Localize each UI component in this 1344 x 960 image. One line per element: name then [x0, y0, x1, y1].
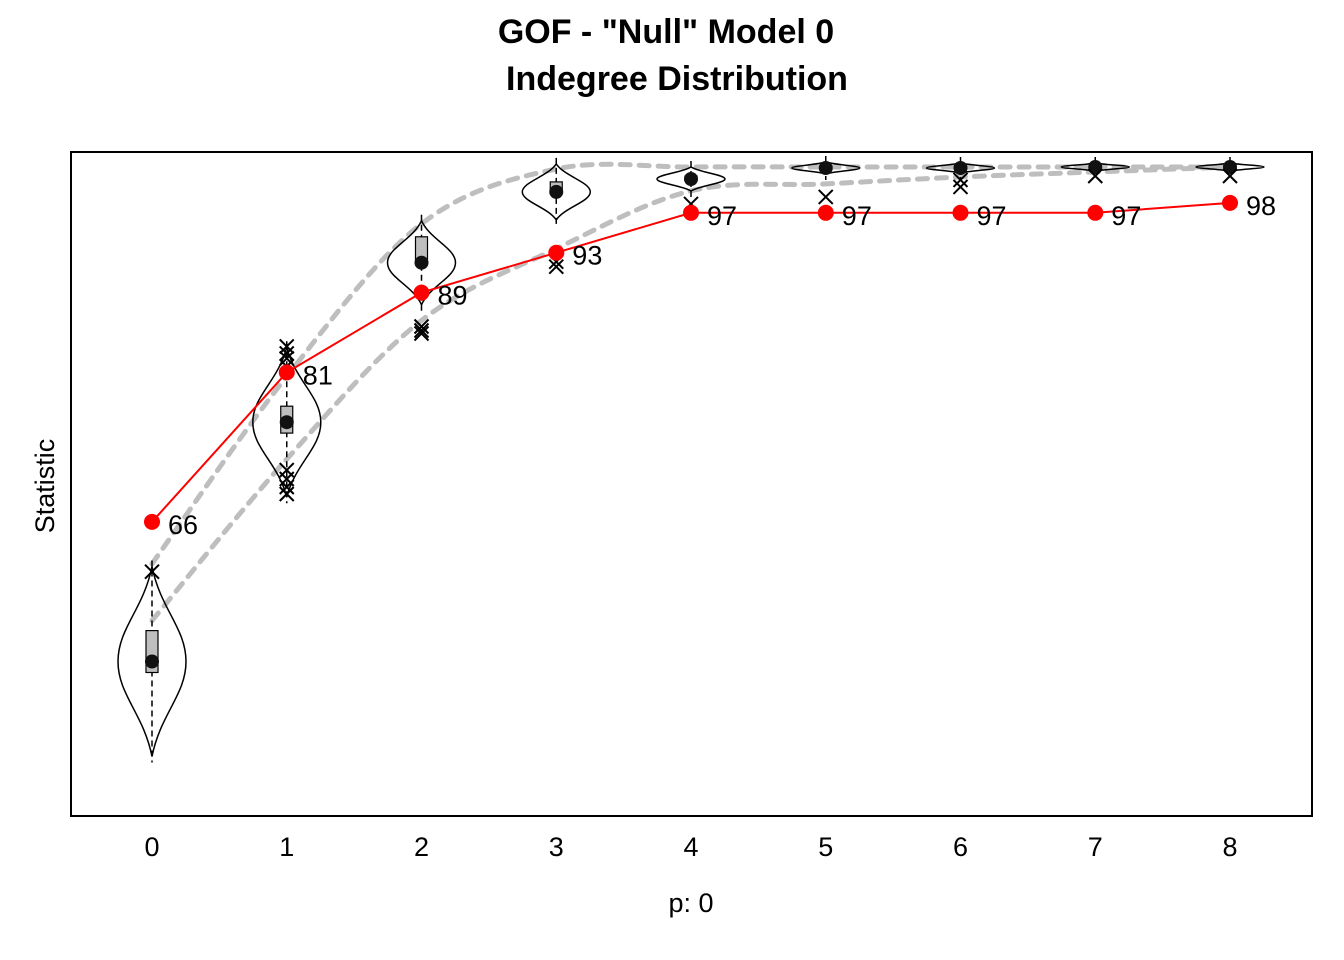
x-tick-label-8: 8: [1222, 832, 1237, 862]
x-tick-label-3: 3: [549, 832, 564, 862]
x-tick-label-5: 5: [818, 832, 833, 862]
median-point-3: [549, 184, 564, 199]
outlier-marker: [548, 258, 564, 275]
median-point-0: [145, 654, 159, 669]
data-label-6: 97: [977, 201, 1007, 231]
outlier-marker: [952, 172, 969, 188]
data-label-1: 81: [303, 360, 333, 390]
x-tick-label-0: 0: [144, 832, 159, 862]
observed-point-2: [413, 284, 430, 301]
observed-point-1: [278, 364, 295, 381]
outlier-marker: [1222, 168, 1238, 184]
median-point-6: [953, 161, 968, 175]
data-label-5: 97: [842, 201, 872, 231]
x-tick-label-7: 7: [1088, 832, 1103, 862]
outlier-marker: [818, 189, 834, 205]
plot-frame: [70, 151, 1313, 817]
outlier-marker: [279, 338, 295, 355]
band-upper-line: [149, 161, 1233, 567]
outlier-marker: [279, 479, 295, 495]
median-point-7: [1088, 160, 1103, 174]
observed-point-7: [1087, 204, 1104, 221]
data-label-3: 93: [572, 241, 602, 271]
data-label-7: 97: [1111, 201, 1141, 231]
observed-point-3: [548, 244, 565, 261]
median-point-4: [684, 172, 698, 186]
band-lower-line: [149, 164, 1233, 624]
y-axis-label: Statistic: [30, 439, 60, 534]
median-point-1: [279, 415, 294, 430]
data-label-4: 97: [707, 201, 737, 231]
observed-point-5: [817, 204, 834, 221]
median-point-8: [1223, 160, 1237, 174]
observed-point-0: [144, 513, 160, 530]
violin-group: [117, 155, 1265, 763]
data-label-2: 89: [438, 281, 468, 311]
x-tick-label-6: 6: [953, 832, 968, 862]
median-point-2: [414, 255, 429, 270]
violin-0: [117, 566, 187, 757]
observed-point-8: [1222, 194, 1238, 211]
outlier-marker: [413, 322, 430, 339]
observed-point-6: [952, 204, 969, 221]
x-tick-label-1: 1: [279, 832, 294, 862]
outlier-marker: [1087, 168, 1103, 184]
outlier-marker: [144, 563, 160, 580]
median-point-5: [818, 161, 833, 175]
chart-title: GOF - "Null" Model 0: [498, 13, 834, 51]
x-axis: 0 1 2 3 4 5 6 7 8: [144, 832, 1237, 862]
outlier-marker: [413, 318, 430, 335]
outlier-marker: [952, 179, 969, 195]
simulated-band: [149, 161, 1233, 624]
outlier-marker: [413, 325, 430, 342]
data-label-0: 66: [168, 510, 198, 540]
observed-series: 66 81 89 93 97 97 97 97 98: [144, 191, 1276, 540]
observed-point-4: [683, 204, 699, 221]
data-label-8: 98: [1246, 191, 1276, 221]
outlier-marker: [279, 486, 295, 502]
x-axis-label: p: 0: [668, 888, 713, 918]
outlier-marker: [279, 345, 295, 362]
x-tick-label-4: 4: [683, 832, 698, 862]
x-tick-label-2: 2: [414, 832, 429, 862]
chart-subtitle: Indegree Distribution: [506, 60, 848, 98]
